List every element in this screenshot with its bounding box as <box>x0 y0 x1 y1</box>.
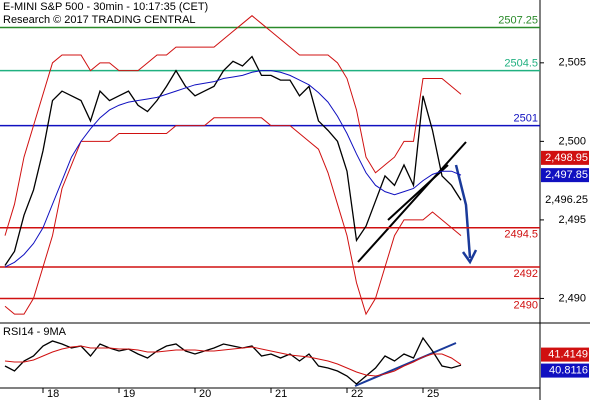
price-tag-label: 2,497.85 <box>545 169 588 181</box>
rsi-tag-label: 40.8116 <box>549 364 588 376</box>
price-tag-label: 2,498.95 <box>545 152 588 164</box>
level-label: 2494.5 <box>504 229 538 241</box>
series-line <box>4 345 462 377</box>
rsi-tag <box>541 363 589 378</box>
trend-line <box>387 164 449 221</box>
x-tick-label: 19 <box>123 388 135 400</box>
chart-title: E-MINI S&P 500 - 30min - 10:17:35 (CET) <box>3 1 208 13</box>
level-label: 2504.5 <box>504 58 538 70</box>
x-tick-label: 18 <box>47 388 59 400</box>
level-label: 2501 <box>514 113 538 125</box>
level-label: 2507.25 <box>498 14 538 26</box>
rsi-trend-line <box>354 342 457 387</box>
rsi-tag <box>541 347 589 362</box>
series-line <box>4 70 462 268</box>
level-label: 2490 <box>514 299 538 311</box>
series-line <box>4 15 462 236</box>
price-tag-label: 2,496.25 <box>545 194 588 206</box>
trend-line <box>357 141 467 263</box>
y-tick-label: 2,490 <box>558 292 586 304</box>
level-label: 2492 <box>514 268 538 280</box>
series-line <box>4 55 462 266</box>
price-tag <box>541 193 589 208</box>
y-tick-label: 2,500 <box>558 135 586 147</box>
x-tick-label: 25 <box>427 388 439 400</box>
forecast-arrow <box>454 164 472 259</box>
price-tag <box>541 150 589 165</box>
price-tag <box>541 168 589 183</box>
rsi-title: RSI14 - 9MA <box>3 326 67 338</box>
x-tick-label: 22 <box>351 388 363 400</box>
y-tick-label: 2,505 <box>558 57 586 69</box>
y-tick-label: 2,495 <box>558 214 586 226</box>
arrow-head <box>461 249 478 265</box>
chart-subtitle: Research © 2017 TRADING CENTRAL <box>3 14 196 26</box>
x-tick-label: 20 <box>199 388 211 400</box>
rsi-tag-label: 41.4149 <box>548 348 588 360</box>
x-tick-label: 21 <box>275 388 287 400</box>
